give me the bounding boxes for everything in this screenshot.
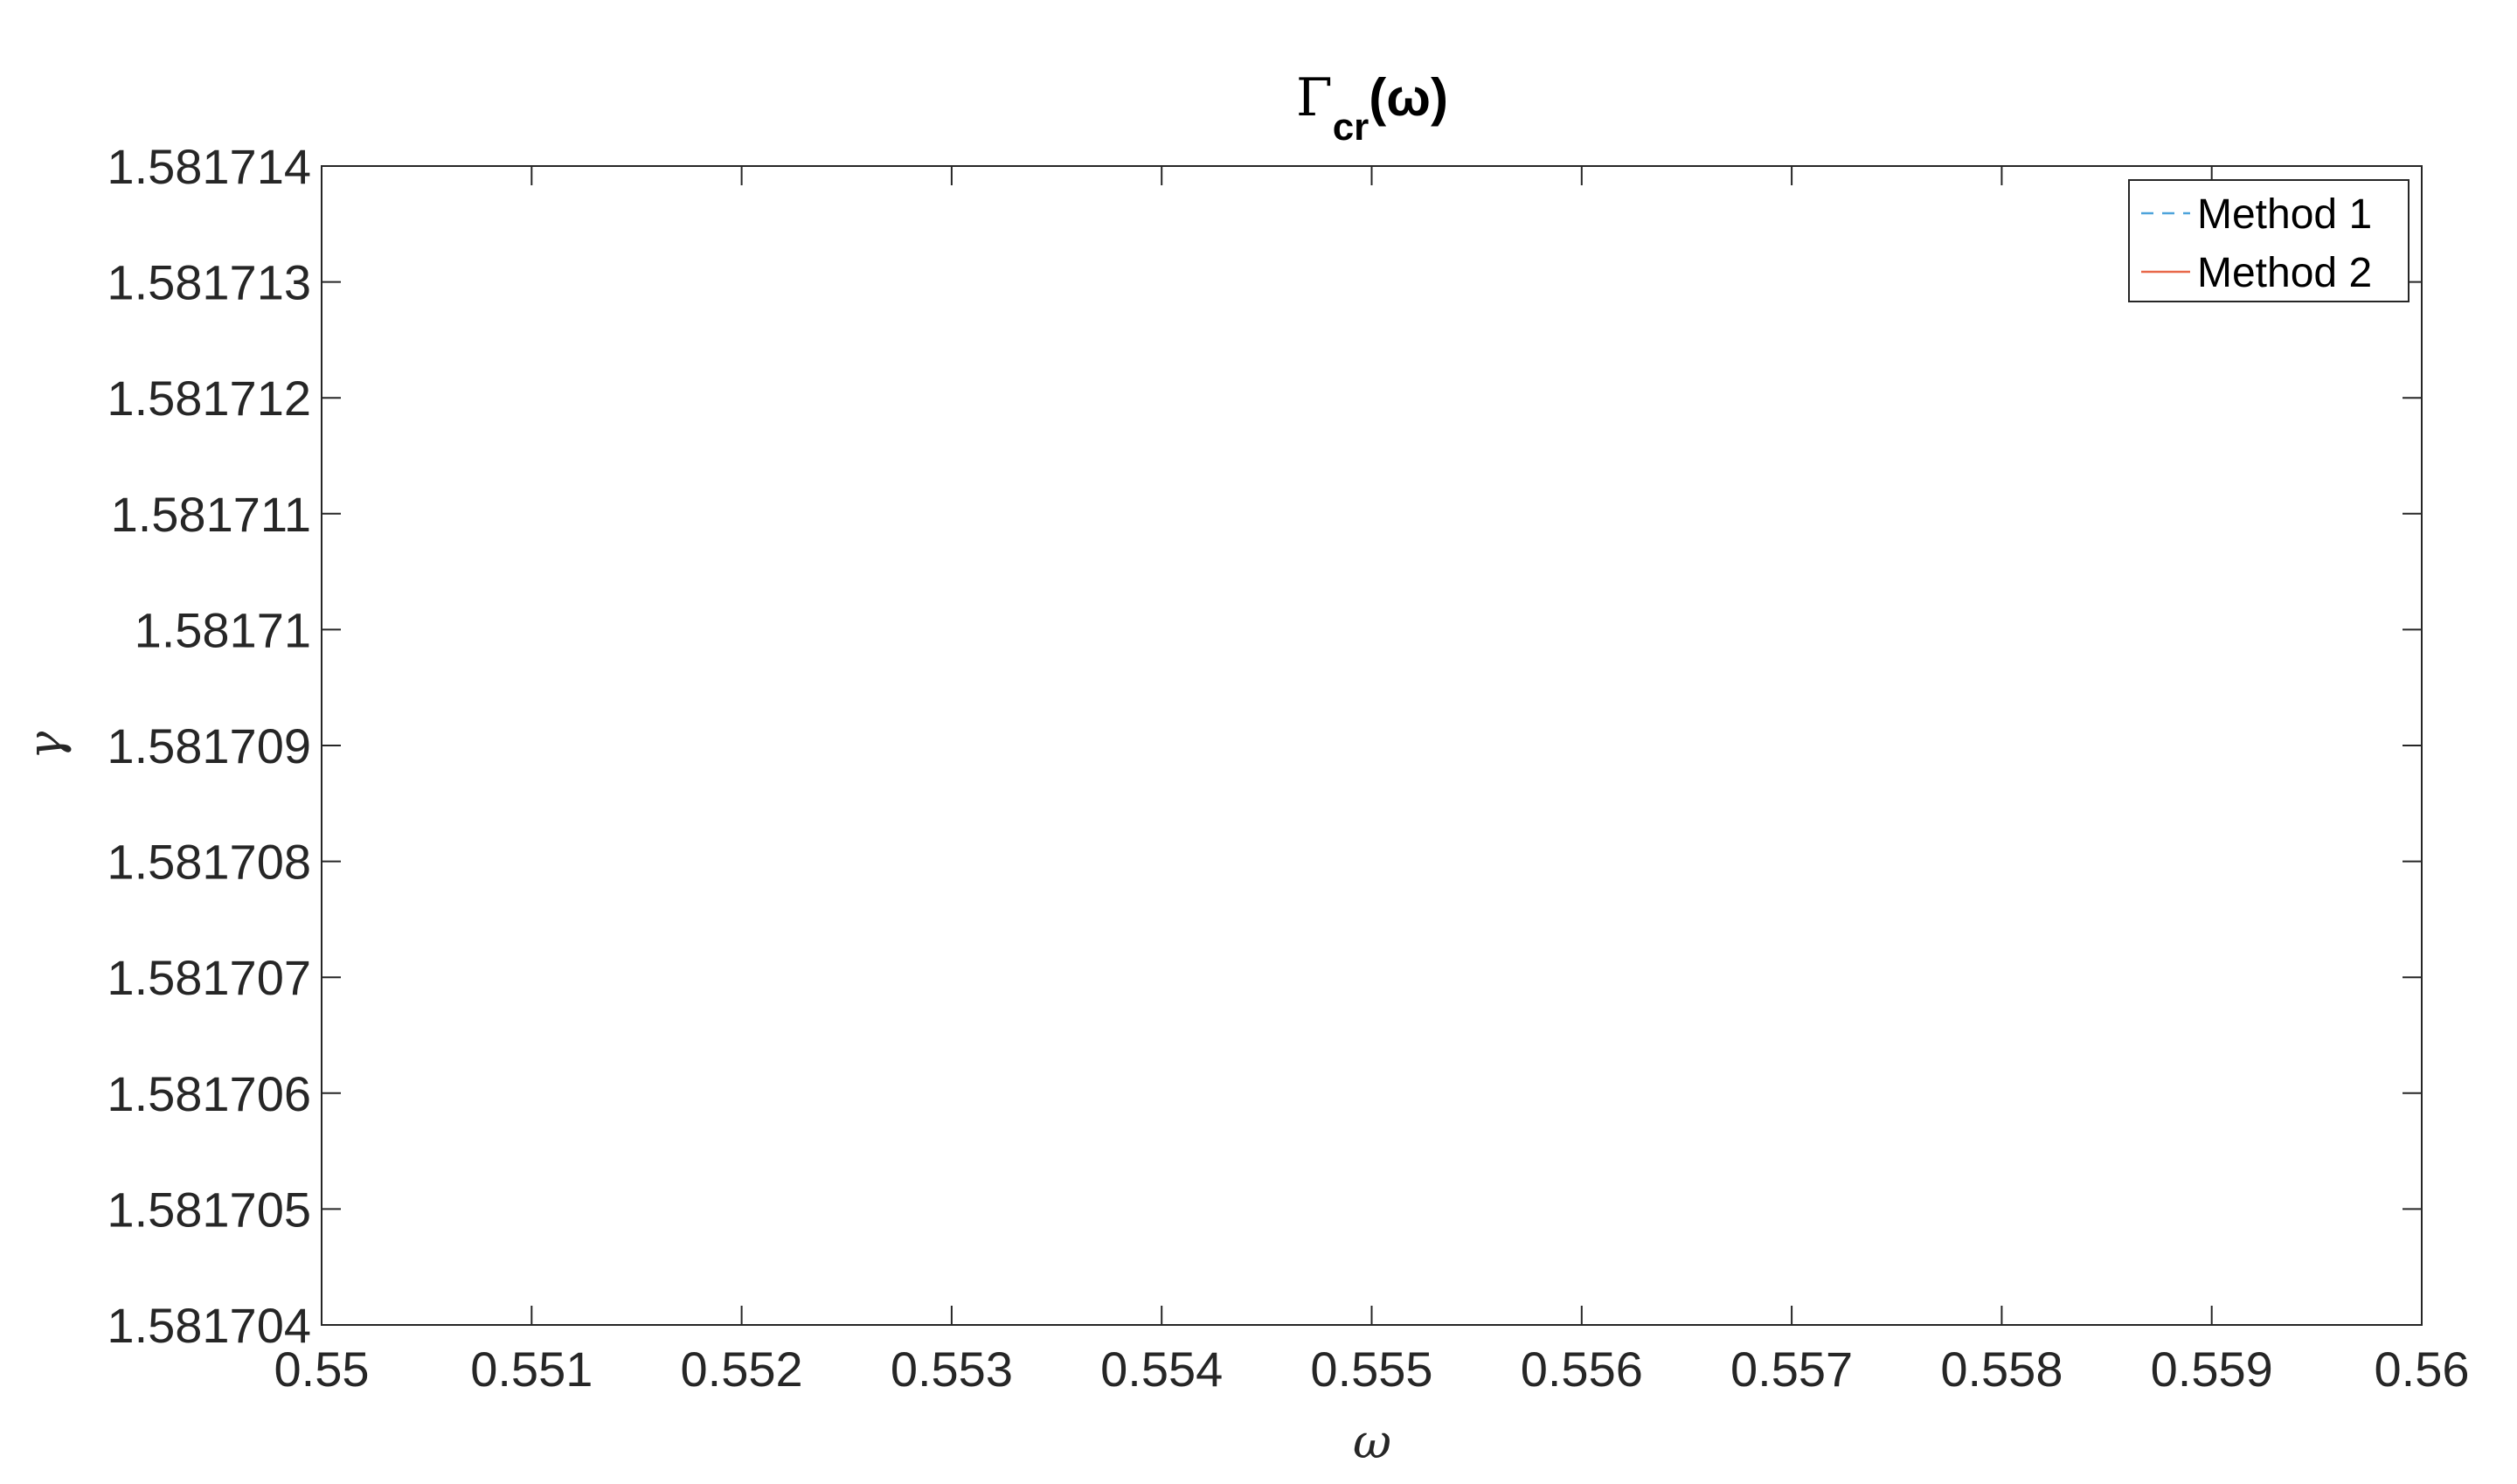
x-tick-label: 0.56 [2375, 1342, 2470, 1397]
x-tick-label: 0.551 [470, 1342, 593, 1397]
x-tick-label: 0.55 [274, 1342, 370, 1397]
plot-area [321, 165, 2423, 1326]
chart-title: Γcr(ω) [1296, 67, 1448, 149]
legend: Method 1 Method 2 [2128, 179, 2410, 302]
x-tick-label: 0.554 [1100, 1342, 1223, 1397]
y-tick-label: 1.581705 [107, 1182, 311, 1237]
y-tick-label: 1.581708 [107, 835, 311, 890]
title-subscript: cr [1333, 106, 1369, 149]
y-tick-label: 1.581713 [107, 255, 311, 310]
title-symbol: Γ [1296, 67, 1333, 128]
x-tick-label: 0.552 [681, 1342, 803, 1397]
y-tick-label: 1.581711 [111, 487, 311, 542]
legend-box [2128, 179, 2410, 302]
x-axis-label: ω [1353, 1414, 1391, 1469]
y-tick-label: 1.581709 [107, 718, 311, 773]
x-tick-label: 0.553 [891, 1342, 1013, 1397]
y-tick-label: 1.581706 [107, 1066, 311, 1121]
y-tick-label: 1.581714 [107, 139, 311, 194]
x-tick-label: 0.556 [1521, 1342, 1643, 1397]
x-tick-label: 0.559 [2151, 1342, 2273, 1397]
y-axis-label: γ [17, 731, 73, 759]
y-tick-label: 1.581707 [107, 950, 311, 1005]
axis-ticks [321, 165, 2423, 1326]
title-argument: (ω) [1369, 68, 1448, 127]
y-tick-label: 1.581704 [107, 1298, 311, 1353]
y-tick-label: 1.58171 [135, 602, 311, 657]
x-tick-labels: 0.55 0.551 0.552 0.553 0.554 0.555 0.556 0.557 0… [274, 1342, 2470, 1397]
legend-label-method-2: Method 2 [2197, 250, 2372, 296]
legend-label-method-1: Method 1 [2197, 191, 2372, 238]
y-tick-labels: 1.581704 1.581705 1.581706 1.581707 1.581708… [107, 139, 311, 1353]
y-tick-label: 1.581712 [107, 371, 311, 426]
x-tick-label: 0.557 [1730, 1342, 1853, 1397]
x-tick-label: 0.555 [1310, 1342, 1432, 1397]
x-tick-label: 0.558 [1940, 1342, 2063, 1397]
